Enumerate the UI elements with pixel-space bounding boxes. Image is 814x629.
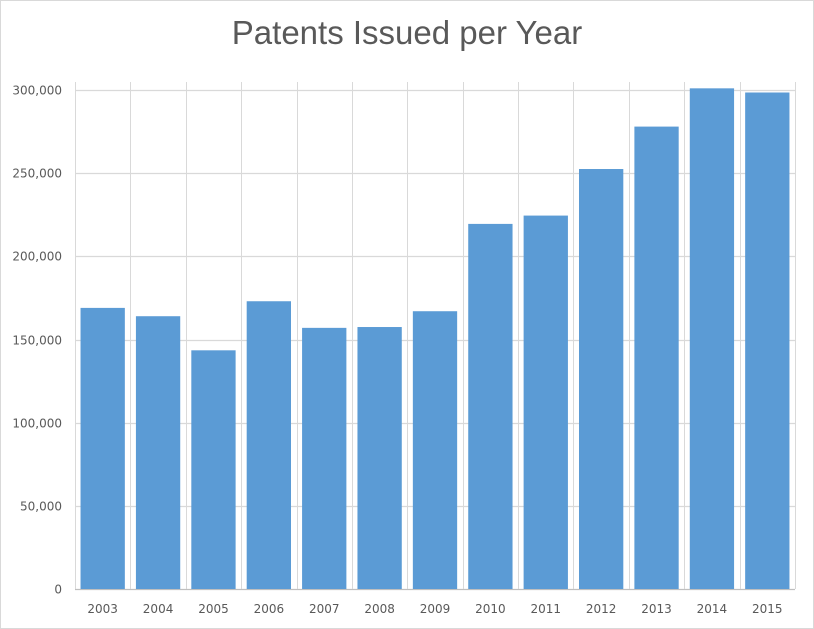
bar-2006 bbox=[246, 301, 291, 589]
x-axis-ticks: 2003 2004 2005 2006 2007 2008 2009 2010 2011 2012… bbox=[87, 602, 782, 616]
y-tick-label: 50,000 bbox=[20, 500, 62, 514]
bar-2015 bbox=[745, 92, 790, 590]
y-tick-label: 300,000 bbox=[12, 84, 62, 98]
bar-2008 bbox=[357, 327, 402, 589]
bar-2007 bbox=[302, 327, 347, 589]
x-tick-label: 2011 bbox=[530, 602, 561, 616]
x-tick-label: 2014 bbox=[697, 602, 728, 616]
x-tick-label: 2005 bbox=[198, 602, 229, 616]
x-tick-label: 2015 bbox=[752, 602, 783, 616]
x-tick-label: 2009 bbox=[420, 602, 451, 616]
y-tick-label: 0 bbox=[54, 583, 62, 597]
bar-2003 bbox=[80, 307, 125, 589]
x-tick-label: 2007 bbox=[309, 602, 340, 616]
bar-2012 bbox=[579, 169, 624, 589]
y-tick-label: 200,000 bbox=[12, 250, 62, 264]
bar-2013 bbox=[634, 126, 679, 590]
y-tick-label: 100,000 bbox=[12, 417, 62, 431]
bar-2010 bbox=[468, 223, 513, 590]
x-tick-label: 2003 bbox=[87, 602, 118, 616]
x-tick-label: 2004 bbox=[143, 602, 174, 616]
x-tick-label: 2013 bbox=[641, 602, 672, 616]
bars bbox=[80, 88, 790, 590]
bar-2011 bbox=[523, 215, 568, 589]
bar-2009 bbox=[412, 311, 458, 589]
x-tick-label: 2006 bbox=[254, 602, 285, 616]
x-tick-label: 2010 bbox=[475, 602, 506, 616]
bar-2005 bbox=[191, 350, 236, 589]
chart-title: Patents Issued per Year bbox=[231, 14, 583, 51]
bar-2004 bbox=[135, 316, 181, 589]
y-axis-ticks: 0 50,000 100,000 150,000 200,000 250,000 300,0… bbox=[12, 84, 62, 597]
y-tick-label: 250,000 bbox=[12, 167, 62, 181]
y-tick-label: 150,000 bbox=[12, 334, 62, 348]
bar-2014 bbox=[689, 88, 735, 589]
x-tick-label: 2012 bbox=[586, 602, 617, 616]
x-tick-label: 2008 bbox=[364, 602, 395, 616]
